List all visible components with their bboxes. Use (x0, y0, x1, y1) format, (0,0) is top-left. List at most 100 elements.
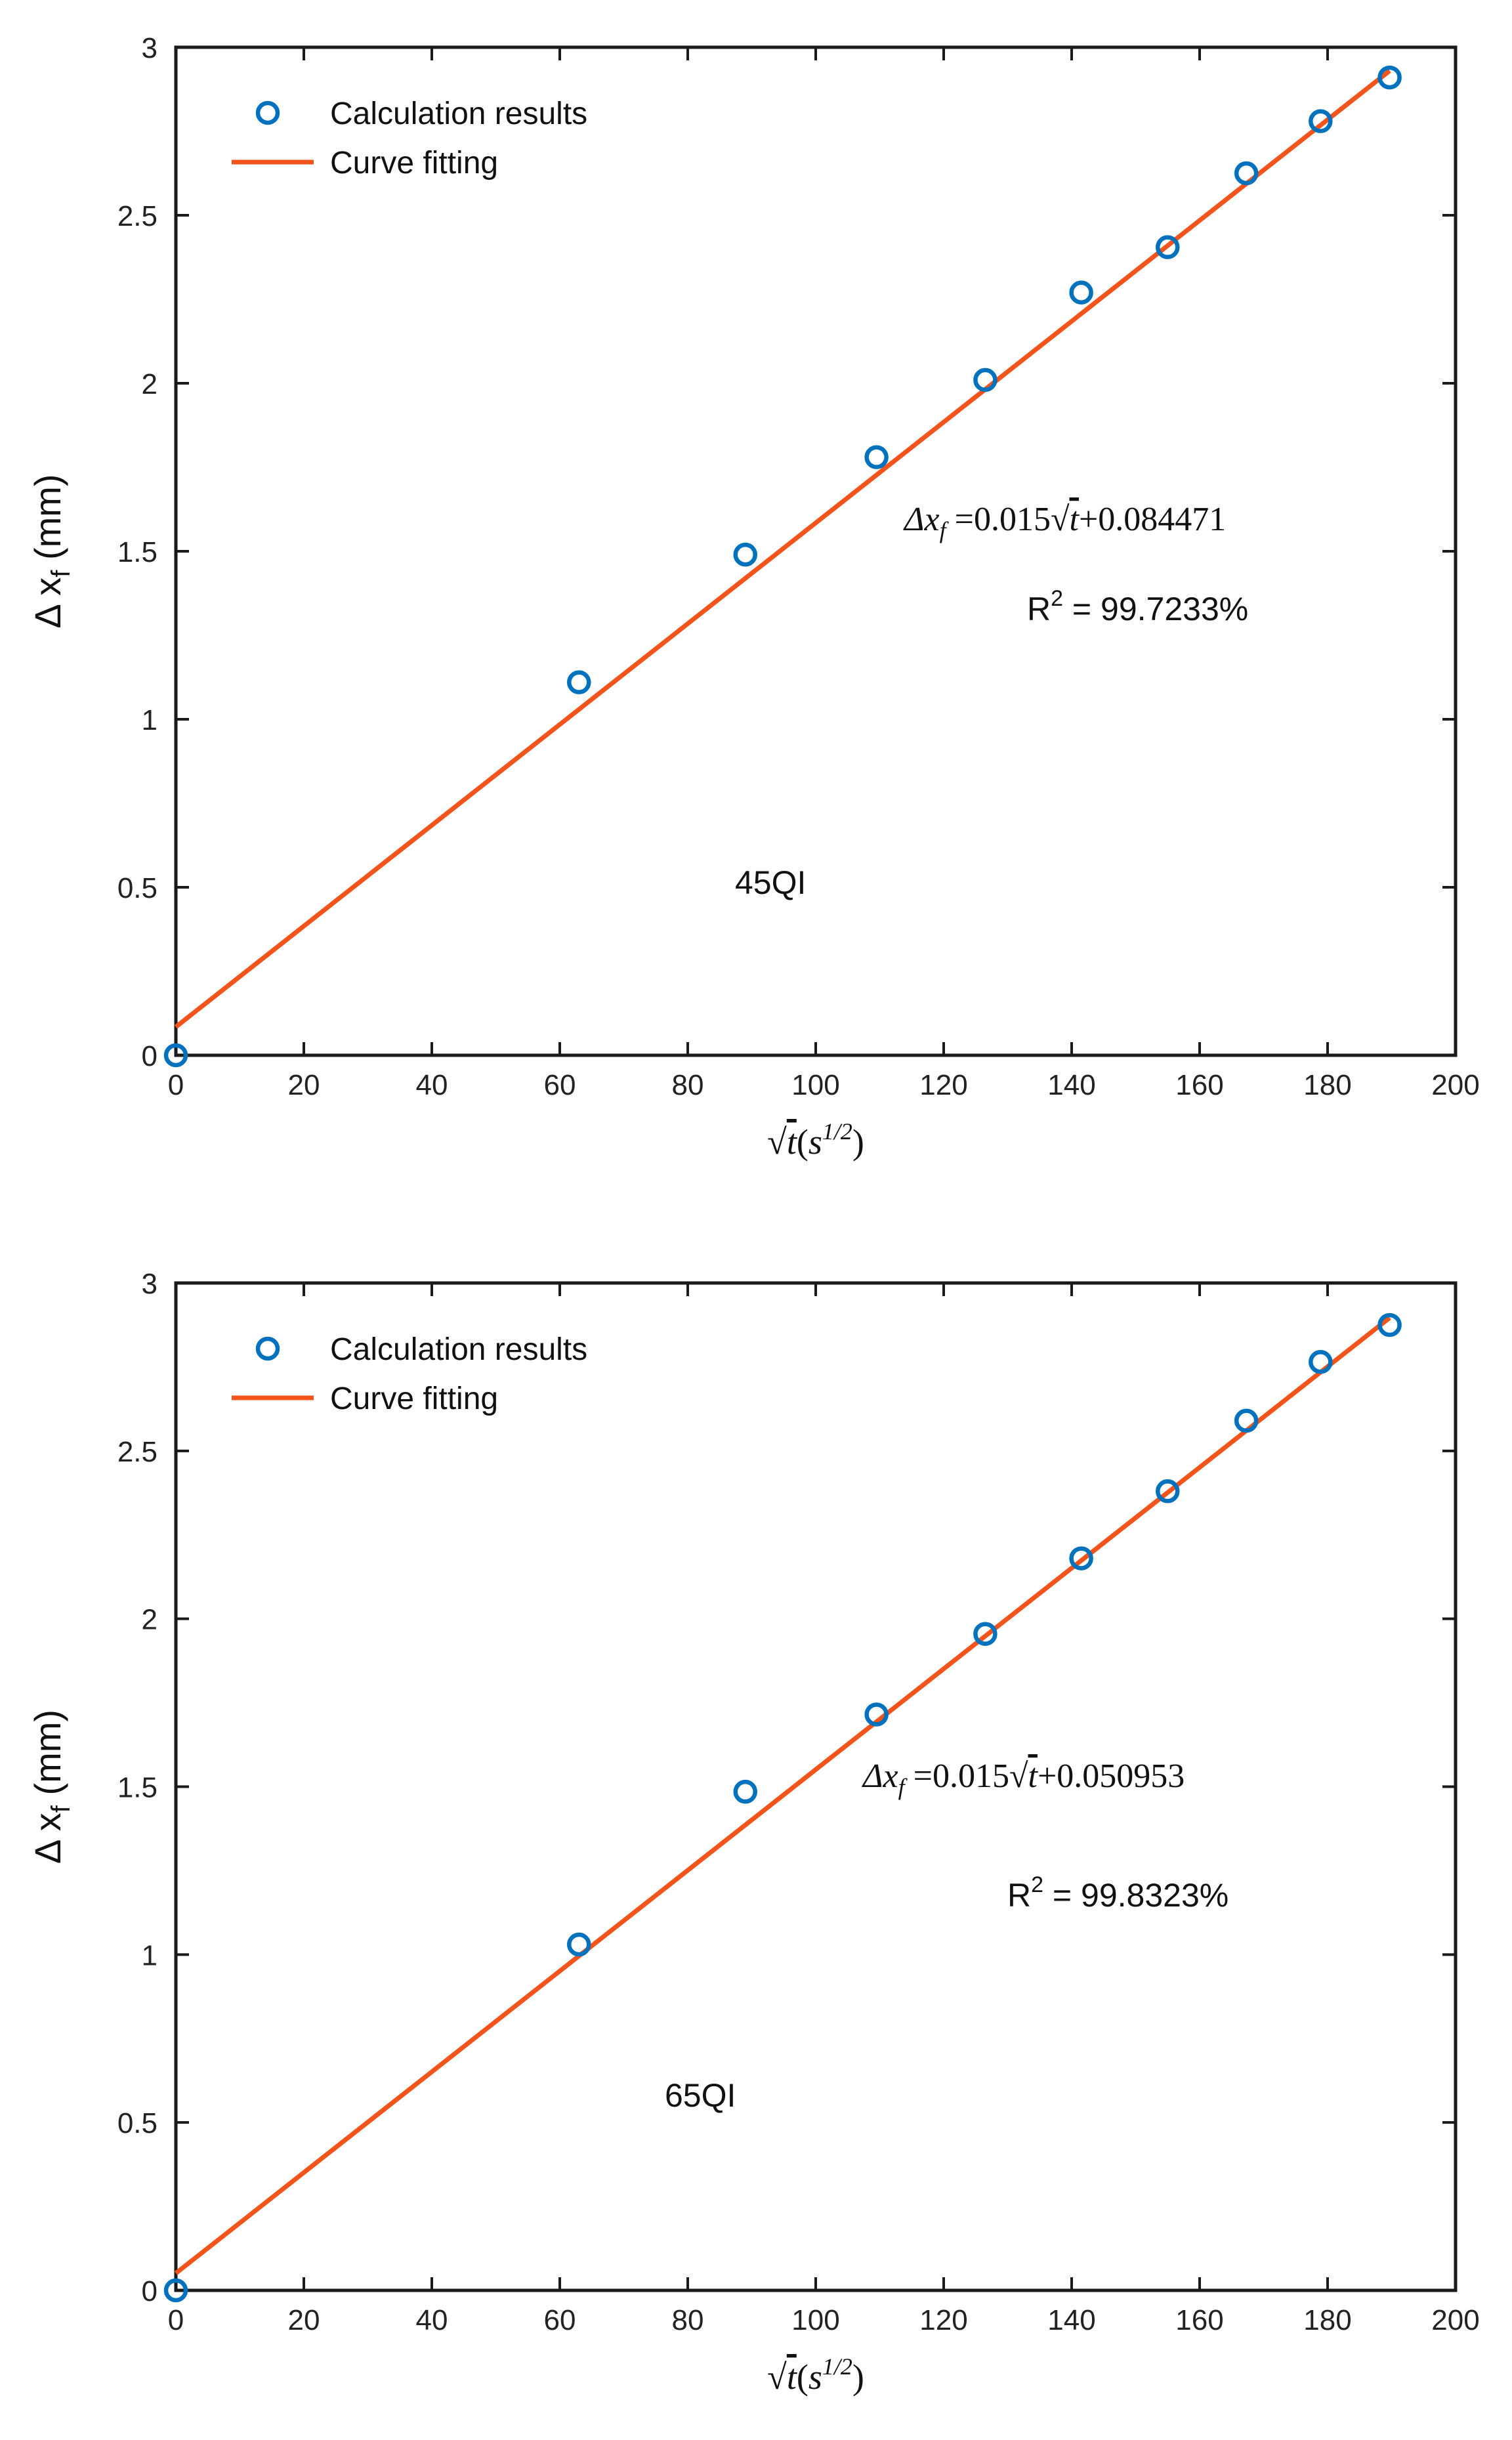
chart2-data-point (1069, 1546, 1093, 1570)
chart2-r2-value: = 99.8323% (1043, 1877, 1228, 1914)
chart2-data-point (1309, 1349, 1333, 1374)
chart2-x-tick-label: 120 (919, 2304, 967, 2336)
chart2-eq-rhs-a: =0.015 (905, 1757, 1009, 1795)
chart2-x-tick-label: 80 (672, 2304, 704, 2336)
chart1-y-tick-label: 0 (142, 1040, 158, 1072)
chart1-data-point (973, 368, 998, 392)
chart2-x-label-unit: s (808, 2357, 822, 2397)
chart1-data-point (1309, 109, 1333, 133)
chart1-x-label-var: t (787, 1122, 798, 1162)
chart2-y-axis-label: Δ xf (mm) (27, 1710, 75, 1864)
chart2-x-label-exp: 1/2 (822, 2353, 852, 2380)
chart2-legend-scatter-label: Calculation results (330, 1332, 587, 1367)
chart2-x-tick-label: 20 (288, 2304, 320, 2336)
chart1-x-label-unit: s (808, 1122, 822, 1162)
chart2-x-tick-label: 100 (791, 2304, 839, 2336)
chart2-eq-sqrt-var: t (1028, 1757, 1039, 1795)
chart1-data-point (733, 542, 757, 567)
chart2-legend-marker (255, 1336, 280, 1361)
chart1-x-tick-label: 120 (919, 1069, 967, 1101)
chart1-panel-label: 45QI (735, 864, 806, 901)
chart2-y-tick-label: 2.5 (117, 1436, 158, 1468)
chart1-eq-sqrt-var: t (1070, 501, 1080, 538)
chart1-r2-prefix: R (1027, 591, 1051, 627)
chart2-data-point (864, 1702, 889, 1727)
chart1-x-tick-label: 0 (168, 1069, 184, 1101)
chart1-eq-lhs: Δx (903, 501, 940, 538)
chart1-r2-value: = 99.7233% (1063, 591, 1248, 627)
chart2-eq-lhs: Δx (862, 1757, 898, 1795)
chart1-y-label-main: Δ x (27, 578, 68, 629)
chart2-y-tick-label: 2 (142, 1604, 158, 1636)
chart2-x-tick-label: 60 (544, 2304, 576, 2336)
chart2-x-label-sqrt: √ (767, 2357, 787, 2397)
chart2-x-label-var: t (787, 2357, 798, 2397)
chart2-x-tick-label: 140 (1047, 2304, 1095, 2336)
chart1-x-label-close: ) (852, 1122, 864, 1162)
chart1-eq-rhs-b: +0.084471 (1079, 501, 1226, 538)
chart2-data-point (733, 1779, 757, 1804)
chart2-r2: R2 = 99.8323% (1007, 1872, 1228, 1914)
chart1-x-label-sqrt: √ (767, 1122, 787, 1162)
chart1-y-tick-label: 1.5 (117, 536, 158, 568)
chart2-y-tick-label: 0.5 (117, 2107, 158, 2139)
chart1-data-point (1234, 161, 1259, 186)
chart1-x-tick-label: 180 (1303, 1069, 1351, 1101)
chart1-legend: Calculation results Curve fitting (232, 96, 587, 180)
chart2-data-point (163, 2278, 188, 2303)
chart2-x-label-open: ( (797, 2357, 808, 2397)
chart1-r2: R2 = 99.7233% (1027, 586, 1248, 627)
chart2-legend: Calculation results Curve fitting (232, 1332, 587, 1416)
chart2-data-point (1377, 1313, 1402, 1337)
chart1-y-label-unit: (mm) (27, 474, 68, 570)
chart2-legend-line-label: Curve fitting (330, 1381, 498, 1416)
chart2-y-label-main: Δ x (27, 1813, 68, 1864)
chart1-scatter-series (163, 65, 1402, 1068)
chart1-y-axis-label: Δ xf (mm) (27, 474, 75, 628)
chart1-x-tick-label: 160 (1175, 1069, 1223, 1101)
chart2-y-tick-label: 1.5 (117, 1772, 158, 1804)
chart2-data-point (973, 1622, 998, 1646)
chart1-legend-line-label: Curve fitting (330, 146, 498, 180)
chart2-eq-sqrt: √ (1009, 1757, 1028, 1795)
chart2-y-axis: 0 0.5 1 1.5 2 2.5 3 (117, 1268, 1456, 2307)
chart2-x-tick-label: 180 (1303, 2304, 1351, 2336)
chart1-x-axis: 0 20 40 60 80 100 120 140 160 180 200 (168, 47, 1480, 1101)
chart1-y-tick-label: 2 (142, 368, 158, 400)
chart1-x-label-open: ( (797, 1122, 808, 1162)
chart1-x-tick-label: 60 (544, 1069, 576, 1101)
chart1-legend-scatter-label: Calculation results (330, 96, 587, 131)
chart2-data-point (1156, 1479, 1180, 1504)
chart2-x-axis: 0 20 40 60 80 100 120 140 160 180 200 (168, 1283, 1480, 2336)
chart1-x-tick-label: 80 (672, 1069, 704, 1101)
chart1-x-tick-label: 100 (791, 1069, 839, 1101)
chart2-y-label-sub: f (47, 1805, 75, 1813)
chart1-data-point (864, 445, 889, 469)
chart2-y-label-unit: (mm) (27, 1710, 68, 1805)
chart2-r2-prefix: R (1007, 1877, 1031, 1914)
chart2-x-tick-label: 40 (416, 2304, 448, 2336)
chart1-eq-rhs-a: =0.015 (946, 501, 1051, 538)
chart1-x-tick-label: 20 (288, 1069, 320, 1101)
chart1-y-tick-label: 1 (142, 704, 158, 736)
chart2-x-axis-label: √t(s1/2) (767, 2353, 864, 2397)
chart1-eq-sqrt: √ (1051, 501, 1070, 538)
chart1-data-point (1069, 280, 1093, 305)
chart1-x-tick-label: 140 (1047, 1069, 1095, 1101)
chart2-panel-label: 65QI (665, 2077, 736, 2114)
chart1-equation: Δxf =0.015√t+0.084471 (903, 501, 1226, 543)
chart2-eq-rhs-b: +0.050953 (1038, 1757, 1185, 1795)
chart1-data-point (567, 670, 591, 694)
chart2-data-point (1234, 1408, 1259, 1433)
chart2-axes-box (174, 1281, 1458, 2292)
chart2-x-tick-label: 200 (1431, 2304, 1479, 2336)
chart1-y-tick-label: 3 (142, 32, 158, 64)
chart1-x-axis-label: √t(s1/2) (767, 1118, 864, 1162)
chart2-x-tick-label: 160 (1175, 2304, 1223, 2336)
chart2-x-tick-label: 0 (168, 2304, 184, 2336)
chart1-legend-marker (255, 100, 280, 125)
chart1-y-tick-label: 0.5 (117, 872, 158, 904)
chart2-data-point (567, 1932, 591, 1957)
chart2-y-tick-label: 3 (142, 1268, 158, 1300)
